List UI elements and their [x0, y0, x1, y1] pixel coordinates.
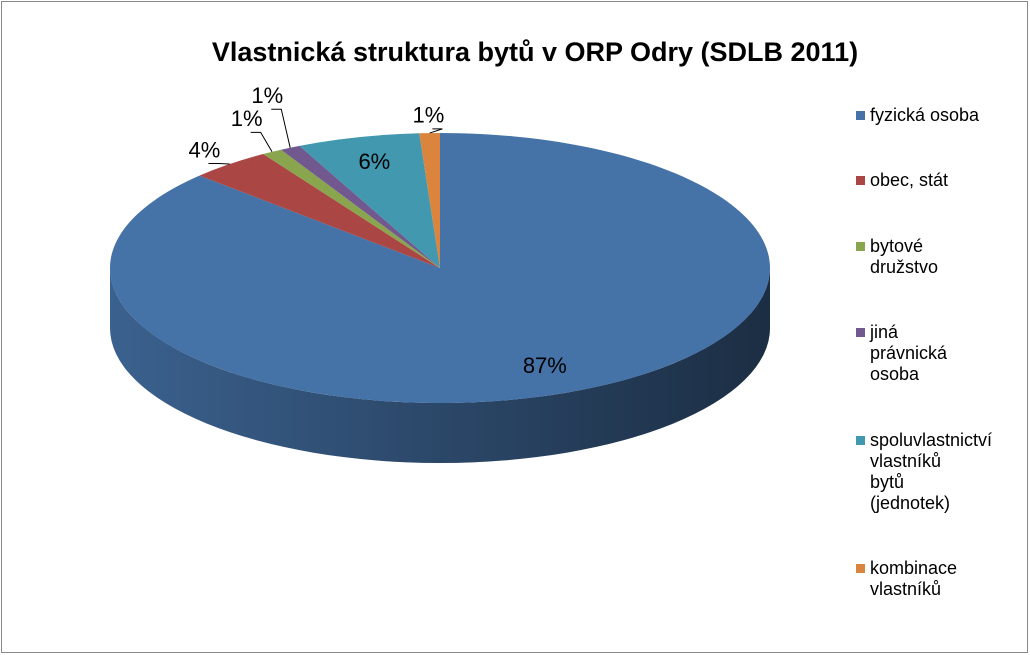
pie: 87%4%1%1%6%1%: [109, 83, 771, 463]
legend-label: obec, stát: [870, 170, 949, 191]
pie-slice: [419, 133, 440, 268]
chart-title: Vlastnická struktura bytů v ORP Odry (SD…: [212, 37, 858, 67]
legend-label: kombinace vlastníků: [870, 557, 958, 599]
legend-swatch: [856, 111, 865, 120]
legend-item: jiná právnická osoba: [856, 322, 1006, 385]
legend-swatch: [856, 328, 865, 338]
legend-swatch: [856, 176, 865, 186]
legend-label: spoluvlastnictví vlastníků bytů (jednote…: [870, 429, 993, 513]
pie-slice: [299, 133, 440, 268]
pie-slice: [109, 133, 771, 404]
legend-label: jiná právnická osoba: [870, 322, 948, 385]
side-shade: [110, 268, 770, 463]
legend-swatch: [856, 435, 865, 445]
data-label: 1%: [251, 83, 283, 108]
leader-line: [250, 131, 273, 153]
data-label: 1%: [231, 106, 263, 131]
legend: fyzická osoba obec, stát bytové družstvo ji…: [856, 105, 1006, 600]
legend-swatch: [856, 241, 865, 251]
legend-swatch: [856, 563, 865, 573]
legend-item: fyzická osoba: [856, 105, 1006, 126]
legend-label: bytové družstvo: [870, 235, 939, 277]
data-label: 4%: [189, 137, 221, 162]
pie-slice: [281, 145, 440, 268]
data-label: 1%: [412, 103, 444, 128]
leader-line: [429, 128, 443, 134]
leader-line: [271, 108, 291, 148]
data-label: 6%: [358, 149, 390, 174]
legend-item: spoluvlastnictví vlastníků bytů (jednote…: [856, 430, 1006, 514]
data-label: 87%: [523, 353, 567, 378]
pie-slice: [199, 154, 440, 268]
legend-item: bytové družstvo: [856, 236, 1006, 278]
legend-item: obec, stát: [856, 170, 1006, 191]
legend-label: fyzická osoba: [870, 105, 980, 125]
legend-item: kombinace vlastníků: [856, 558, 1006, 600]
pie-slice: [263, 149, 440, 268]
